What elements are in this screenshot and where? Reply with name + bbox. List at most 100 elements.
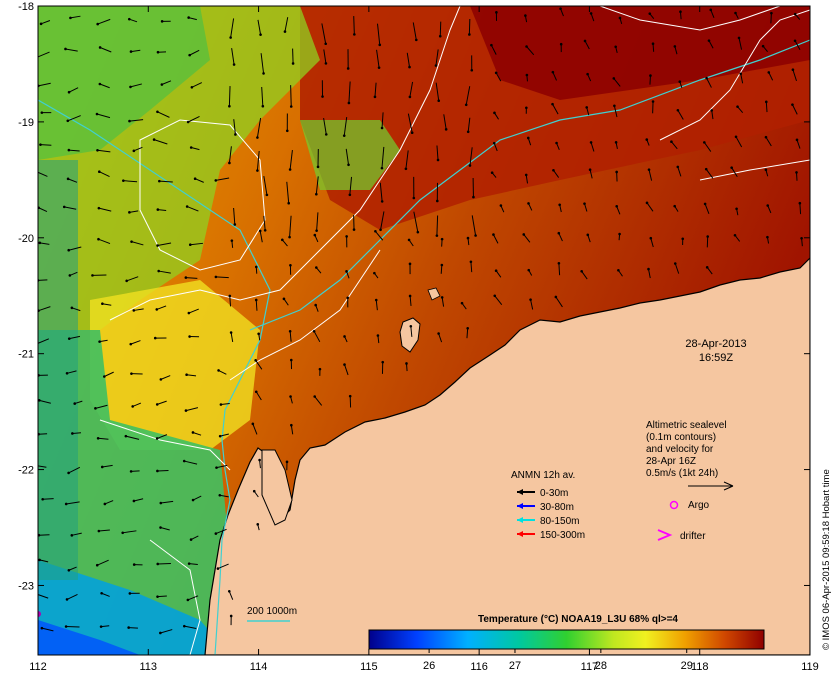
velocity-arrow xyxy=(218,369,227,375)
velocity-arrow-head xyxy=(800,236,803,240)
velocity-arrow xyxy=(215,177,230,181)
velocity-arrow-head xyxy=(251,422,255,426)
velocity-arrow-head xyxy=(612,77,616,80)
time-label: 16:59Z xyxy=(699,352,734,364)
mooring-legend-title: ANMN 12h av. xyxy=(511,470,575,481)
velocity-arrow xyxy=(794,40,801,51)
velocity-arrow xyxy=(125,435,140,440)
velocity-arrow xyxy=(130,49,141,53)
velocity-arrow-head xyxy=(313,233,317,237)
colorbar-title: Temperature (°C) NOAA19_L3U 68% ql>=4 xyxy=(478,614,678,625)
velocity-arrow xyxy=(589,169,593,179)
velocity-arrow-head xyxy=(35,343,38,346)
velocity-arrow xyxy=(705,168,714,179)
velocity-arrow-head xyxy=(33,170,36,173)
velocity-arrow-head xyxy=(681,237,685,241)
velocity-arrow-head xyxy=(312,330,316,333)
velocity-arrow-head xyxy=(38,558,41,562)
velocity-arrow xyxy=(413,211,419,233)
velocity-arrow-head xyxy=(440,263,444,267)
velocity-arrow xyxy=(228,146,232,164)
velocity-arrow xyxy=(104,500,114,505)
velocity-arrow-head xyxy=(131,405,134,408)
velocity-arrow xyxy=(706,267,713,275)
velocity-arrow xyxy=(39,399,51,404)
velocity-arrow-head xyxy=(215,466,218,469)
velocity-arrow xyxy=(184,625,197,630)
velocity-arrow-head xyxy=(158,179,161,183)
velocity-arrow-head xyxy=(345,270,348,273)
velocity-arrow xyxy=(40,144,52,146)
velocity-arrow xyxy=(525,174,528,184)
velocity-arrow xyxy=(229,295,231,307)
velocity-arrow xyxy=(381,146,385,169)
velocity-arrow-head xyxy=(673,262,677,265)
velocity-arrow xyxy=(316,212,319,231)
velocity-arrow xyxy=(553,169,560,178)
velocity-arrow-head xyxy=(525,73,529,77)
velocity-arrow-head xyxy=(495,11,498,14)
velocity-arrow-head xyxy=(188,243,192,247)
velocity-arrow-head xyxy=(216,567,220,570)
credit-text: © IMOS 06-Apr-2015 09:59:18 Hobart time xyxy=(821,469,832,650)
velocity-arrow-head xyxy=(798,201,802,205)
velocity-arrow xyxy=(38,594,49,599)
velocity-arrow-head xyxy=(254,265,258,269)
velocity-arrow xyxy=(217,563,229,570)
velocity-arrow-head xyxy=(407,238,411,242)
velocity-arrow xyxy=(191,147,200,151)
velocity-arrow xyxy=(102,303,112,306)
velocity-arrow-head xyxy=(124,434,128,438)
cold-water-edge xyxy=(38,620,140,655)
velocity-arrow xyxy=(436,145,439,161)
velocity-arrow-head xyxy=(676,165,680,169)
velocity-arrow xyxy=(381,112,384,129)
sealevel-contour xyxy=(659,9,810,141)
velocity-arrow xyxy=(187,115,200,123)
velocity-arrow-head xyxy=(618,16,622,20)
velocity-arrow-head xyxy=(380,126,384,130)
velocity-arrow xyxy=(735,136,743,148)
velocity-arrow-head xyxy=(324,62,328,65)
velocity-arrow-head xyxy=(287,201,291,205)
velocity-arrow-head xyxy=(583,202,586,205)
velocity-arrow-head xyxy=(285,129,289,133)
velocity-arrow xyxy=(345,148,350,165)
velocity-arrow-head xyxy=(127,17,131,21)
velocity-arrow-head xyxy=(649,74,652,77)
velocity-arrow xyxy=(315,176,319,195)
velocity-arrow-head xyxy=(764,100,768,104)
argo-float-marker[interactable] xyxy=(35,611,41,617)
velocity-arrow xyxy=(41,627,54,632)
velocity-arrow-head xyxy=(184,276,188,279)
velocity-arrow-head xyxy=(256,169,259,172)
velocity-arrow-head xyxy=(736,105,739,108)
velocity-arrow xyxy=(290,425,294,435)
velocity-arrow-head xyxy=(125,279,128,283)
velocity-arrow xyxy=(289,150,293,170)
velocity-arrow xyxy=(70,15,81,19)
velocity-arrow-head xyxy=(193,177,197,180)
lon-tick-label: 112 xyxy=(29,661,47,673)
velocity-arrow xyxy=(97,18,111,25)
velocity-arrow-head xyxy=(155,403,159,406)
velocity-arrow-head xyxy=(229,331,233,334)
velocity-arrow xyxy=(791,104,798,115)
velocity-arrow-head xyxy=(39,22,43,26)
velocity-arrow-head xyxy=(645,201,649,205)
velocity-arrow-head xyxy=(324,133,328,136)
velocity-arrow-head xyxy=(580,269,583,273)
velocity-arrow-head xyxy=(440,296,444,299)
velocity-arrow-head xyxy=(291,62,295,65)
velocity-arrow xyxy=(257,19,262,35)
velocity-arrow xyxy=(349,176,353,195)
velocity-arrow xyxy=(102,464,113,468)
velocity-arrow-head xyxy=(186,120,190,124)
velocity-arrow-head xyxy=(314,303,317,307)
velocity-arrow xyxy=(581,271,588,280)
velocity-arrow-head xyxy=(673,45,677,48)
velocity-arrow xyxy=(348,81,351,104)
velocity-arrow-head xyxy=(38,399,41,402)
velocity-arrow-head xyxy=(97,529,101,533)
velocity-arrow xyxy=(38,207,48,213)
